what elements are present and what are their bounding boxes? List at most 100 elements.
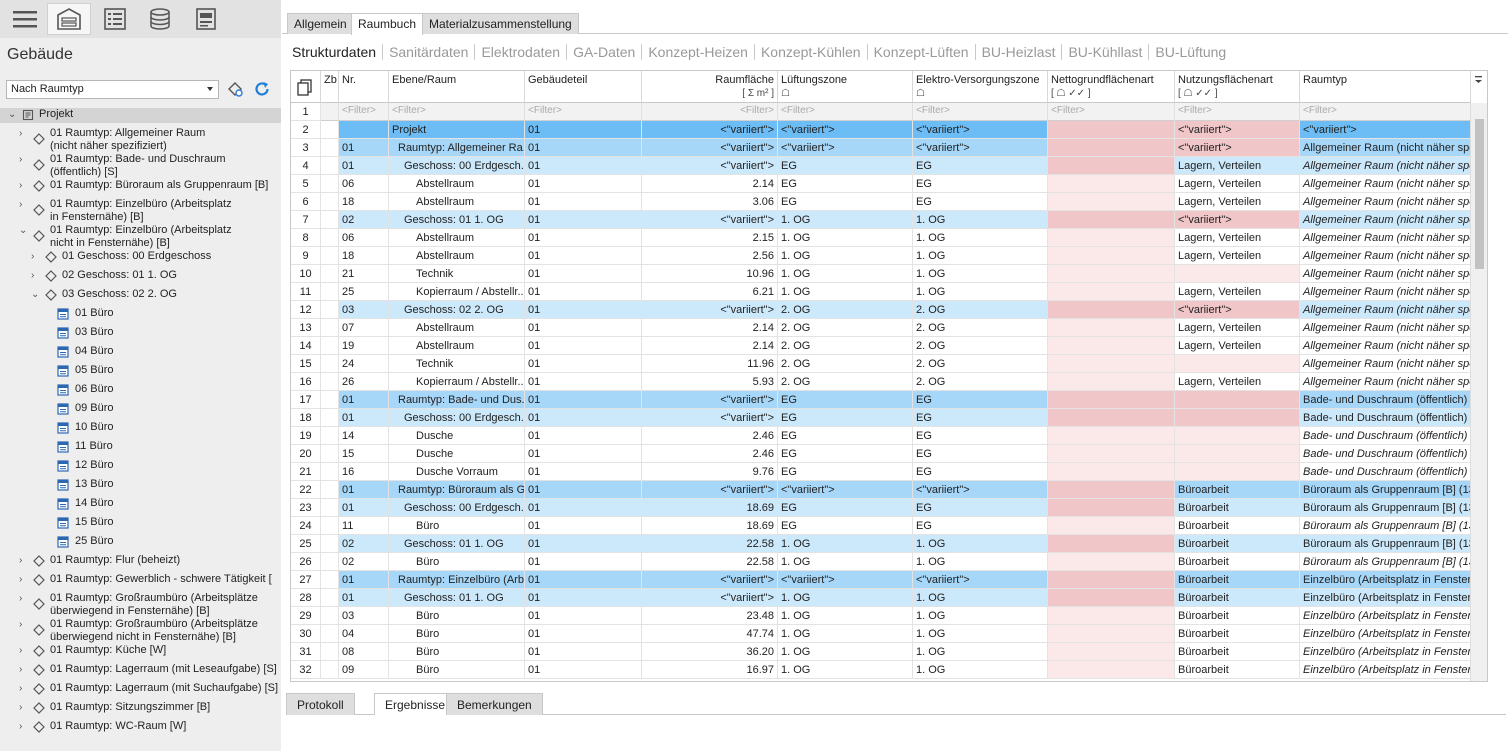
report-view-button[interactable]	[184, 3, 228, 35]
filter-cell-ebene[interactable]: <Filter>	[389, 103, 525, 121]
cell-ngf[interactable]	[1048, 427, 1175, 445]
cell-typ[interactable]: Allgemeiner Raum (nicht näher spezif...	[1300, 211, 1471, 229]
cell-nutz[interactable]: <"variiert">	[1175, 121, 1300, 139]
cell-typ[interactable]: <"variiert">	[1300, 121, 1471, 139]
cell-teil[interactable]: 01	[525, 247, 642, 265]
cell-flaeche[interactable]: 47.74	[642, 625, 778, 643]
cell-zb[interactable]	[321, 625, 339, 643]
tree-leaf-item[interactable]: 06 Büro	[0, 383, 281, 398]
cell-nr[interactable]: 19	[339, 337, 389, 355]
cell-nutz[interactable]: Büroarbeit	[1175, 535, 1300, 553]
cell-elektro[interactable]: EG	[913, 193, 1048, 211]
cell-typ[interactable]: Allgemeiner Raum (nicht näher spezif...	[1300, 157, 1471, 175]
expand-chevron-icon[interactable]: ›	[19, 180, 23, 191]
cell-ebene[interactable]: Projekt	[389, 121, 525, 139]
cell-flaeche[interactable]: 11.96	[642, 355, 778, 373]
cell-nutz[interactable]	[1175, 427, 1300, 445]
cell-flaeche[interactable]: 22.58	[642, 553, 778, 571]
cell-teil[interactable]: 01	[525, 193, 642, 211]
table-row[interactable]: 15 24 Technik 01 11.96 2. OG 2. OG Allgemeiner …	[291, 355, 1471, 373]
table-row[interactable]: 6 18 Abstellraum 01 3.06 EG EG Lagern, Verteile…	[291, 193, 1471, 211]
cell-teil[interactable]: 01	[525, 607, 642, 625]
cell-ebene[interactable]: Raumtyp: Büroraum als G...	[389, 481, 525, 499]
cell-ebene[interactable]: Dusche	[389, 427, 525, 445]
cell-nr[interactable]: 01	[339, 139, 389, 157]
table-row[interactable]: 5 06 Abstellraum 01 2.14 EG EG Lagern, Verteile…	[291, 175, 1471, 193]
cell-ngf[interactable]	[1048, 571, 1175, 589]
table-row[interactable]: 11 25 Kopierraum / Abstellr... 01 6.21 1. OG 1…	[291, 283, 1471, 301]
cell-nr[interactable]: 01	[339, 589, 389, 607]
cell-nutz[interactable]: Lagern, Verteilen	[1175, 373, 1300, 391]
cell-teil[interactable]: 01	[525, 409, 642, 427]
cell-nr[interactable]: 25	[339, 283, 389, 301]
tab-allgemein[interactable]: Allgemein	[287, 13, 354, 34]
cell-nr[interactable]: 01	[339, 391, 389, 409]
cell-ngf[interactable]	[1048, 661, 1175, 679]
tree-node[interactable]: › 01 Geschoss: 00 Erdgeschoss	[0, 250, 281, 265]
cell-typ[interactable]: Allgemeiner Raum (nicht näher spezif...	[1300, 193, 1471, 211]
cell-ngf[interactable]	[1048, 211, 1175, 229]
cell-lueft[interactable]: 1. OG	[778, 265, 913, 283]
tree-node[interactable]: › 01 Raumtyp: Lagerraum (mit Suchaufgabe)…	[0, 682, 281, 697]
tree-leaf-item[interactable]: 09 Büro	[0, 402, 281, 417]
expand-chevron-icon[interactable]: ›	[19, 721, 23, 732]
tree-leaf-item[interactable]: 10 Büro	[0, 421, 281, 436]
cell-zb[interactable]	[321, 643, 339, 661]
cell-ebene[interactable]: Kopierraum / Abstellr...	[389, 373, 525, 391]
cell-ebene[interactable]: Dusche	[389, 445, 525, 463]
column-header-teil[interactable]: Gebäudeteil	[525, 71, 642, 103]
cell-elektro[interactable]: 2. OG	[913, 319, 1048, 337]
cell-ngf[interactable]	[1048, 319, 1175, 337]
tree-leaf-item[interactable]: 11 Büro	[0, 440, 281, 455]
cell-ebene[interactable]: Dusche Vorraum	[389, 463, 525, 481]
cell-nr[interactable]: 04	[339, 625, 389, 643]
cell-ngf[interactable]	[1048, 229, 1175, 247]
cell-teil[interactable]: 01	[525, 625, 642, 643]
tree-leaf-item[interactable]: 15 Büro	[0, 516, 281, 531]
expand-chevron-icon[interactable]: ›	[19, 645, 23, 656]
cell-zb[interactable]	[321, 157, 339, 175]
cell-flaeche[interactable]: <"variiert">	[642, 211, 778, 229]
cell-ebene[interactable]: Büro	[389, 625, 525, 643]
cell-ngf[interactable]	[1048, 391, 1175, 409]
cell-elektro[interactable]: 2. OG	[913, 301, 1048, 319]
expand-chevron-icon[interactable]: ›	[19, 593, 23, 604]
cell-lueft[interactable]: 2. OG	[778, 373, 913, 391]
cell-ebene[interactable]: Büro	[389, 643, 525, 661]
cell-nr[interactable]: 18	[339, 247, 389, 265]
table-row[interactable]: 23 01 Geschoss: 00 Erdgesch... 01 18.69 EG EG B…	[291, 499, 1471, 517]
cell-elektro[interactable]: EG	[913, 409, 1048, 427]
cell-ngf[interactable]	[1048, 283, 1175, 301]
cell-teil[interactable]: 01	[525, 463, 642, 481]
cell-teil[interactable]: 01	[525, 589, 642, 607]
table-row[interactable]: 18 01 Geschoss: 00 Erdgesch... 01 <"variiert…	[291, 409, 1471, 427]
cell-zb[interactable]	[321, 337, 339, 355]
cell-lueft[interactable]: <"variiert">	[778, 121, 913, 139]
cell-zb[interactable]	[321, 283, 339, 301]
cell-ngf[interactable]	[1048, 301, 1175, 319]
cell-flaeche[interactable]: 2.56	[642, 247, 778, 265]
subtab-elektrodaten[interactable]: Elektrodaten	[474, 44, 566, 60]
cell-zb[interactable]	[321, 139, 339, 157]
bottom-tab-ergebnisse[interactable]: Ergebnisse	[374, 693, 457, 715]
cell-lueft[interactable]: <"variiert">	[778, 481, 913, 499]
cell-nr[interactable]: 01	[339, 409, 389, 427]
cell-flaeche[interactable]: <"variiert">	[642, 409, 778, 427]
cell-ngf[interactable]	[1048, 121, 1175, 139]
filter-cell-lueft[interactable]: <Filter>	[778, 103, 913, 121]
cell-typ[interactable]: Allgemeiner Raum (nicht näher spezif...	[1300, 301, 1471, 319]
filter-cell-nutz[interactable]: <Filter>	[1175, 103, 1300, 121]
cell-zb[interactable]	[321, 355, 339, 373]
column-header-typ[interactable]: Raumtyp	[1300, 71, 1471, 103]
cell-teil[interactable]: 01	[525, 427, 642, 445]
cell-ngf[interactable]	[1048, 409, 1175, 427]
cell-nutz[interactable]: Büroarbeit	[1175, 607, 1300, 625]
cell-zb[interactable]	[321, 373, 339, 391]
tree-leaf-item[interactable]: 13 Büro	[0, 478, 281, 493]
table-row[interactable]: 14 19 Abstellraum 01 2.14 2. OG 2. OG Lagern, V…	[291, 337, 1471, 355]
cell-elektro[interactable]: 1. OG	[913, 643, 1048, 661]
cell-nutz[interactable]: Lagern, Verteilen	[1175, 337, 1300, 355]
cell-nr[interactable]: 24	[339, 355, 389, 373]
cell-ebene[interactable]: Büro	[389, 607, 525, 625]
cell-typ[interactable]: Bade- und Duschraum (öffentlich) [S...	[1300, 427, 1471, 445]
